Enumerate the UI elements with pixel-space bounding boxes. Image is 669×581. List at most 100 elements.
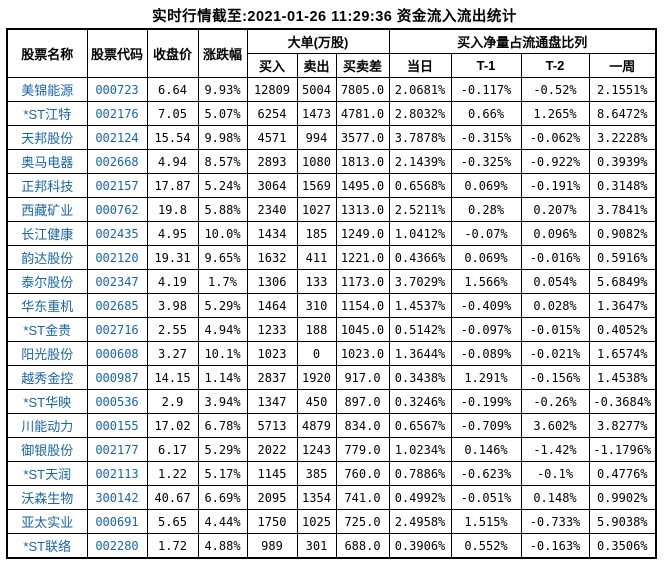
header-t-minus-1: T-1 [450,53,522,78]
cell-stock-name[interactable]: *ST江特 [6,101,88,126]
cell-ratio-t2: -0.52% [520,77,590,102]
cell-ratio-week: 0.3506% [588,533,657,559]
cell-stock-name[interactable]: 沃森生物 [6,485,88,510]
cell-change-pct: 9.65% [197,245,248,270]
cell-ratio-t2: -0.163% [520,533,590,559]
cell-stock-name[interactable]: 阳光股份 [6,341,88,366]
cell-stock-name[interactable]: 亚太实业 [6,509,88,534]
cell-stock-name[interactable]: *ST天润 [6,461,88,486]
cell-change-pct: 5.17% [197,461,248,486]
cell-ratio-t2: 1.265% [520,101,590,126]
cell-ratio-week: 8.6472% [588,101,657,126]
cell-stock-code[interactable]: 002347 [86,269,148,294]
cell-stock-code[interactable]: 002716 [86,317,148,342]
cell-ratio-week: 3.2228% [588,125,657,150]
header-t-minus-2: T-2 [520,53,590,78]
cell-ratio-today: 0.6568% [388,173,452,198]
cell-buy-sell-diff: 741.0 [335,485,390,510]
cell-ratio-t1: 0.552% [450,533,522,559]
cell-buy: 1023 [246,341,298,366]
cell-close-price: 3.98 [146,293,199,318]
cell-ratio-t1: 1.291% [450,365,522,390]
cell-stock-name[interactable]: 泰尔股份 [6,269,88,294]
header-stock-code: 股票代码 [86,28,148,78]
cell-stock-name[interactable]: 奥马电器 [6,149,88,174]
cell-ratio-t2: -0.1% [520,461,590,486]
cell-stock-name[interactable]: 川能动力 [6,413,88,438]
table-row: 越秀金控 000987 14.15 1.14% 2837 1920 917.0 0.3438%… [6,365,657,390]
cell-ratio-t2: 0.028% [520,293,590,318]
cell-stock-code[interactable]: 002435 [86,221,148,246]
cell-change-pct: 3.94% [197,389,248,414]
cell-stock-name[interactable]: 天邦股份 [6,125,88,150]
cell-stock-name[interactable]: 西藏矿业 [6,197,88,222]
cell-stock-code[interactable]: 000536 [86,389,148,414]
cell-ratio-week: 0.3939% [588,149,657,174]
cell-ratio-t2: 0.148% [520,485,590,510]
cell-close-price: 19.31 [146,245,199,270]
cell-ratio-today: 0.3906% [388,533,452,559]
cell-stock-name[interactable]: 美锦能源 [6,77,88,102]
cell-stock-code[interactable]: 002113 [86,461,148,486]
cell-change-pct: 1.14% [197,365,248,390]
cell-stock-code[interactable]: 002668 [86,149,148,174]
cell-ratio-t1: 0.28% [450,197,522,222]
table-row: 沃森生物 300142 40.67 6.69% 2095 1354 741.0 0.4992%… [6,485,657,510]
cell-stock-code[interactable]: 000691 [86,509,148,534]
cell-close-price: 14.15 [146,365,199,390]
cell-ratio-week: 5.9038% [588,509,657,534]
cell-stock-code[interactable]: 002177 [86,437,148,462]
cell-stock-name[interactable]: 越秀金控 [6,365,88,390]
table-row: 御银股份 002177 6.17 5.29% 2022 1243 779.0 1.0234% 0… [6,437,657,462]
cell-ratio-week: 3.7841% [588,197,657,222]
cell-stock-name[interactable]: *ST联络 [6,533,88,559]
cell-stock-code[interactable]: 000987 [86,365,148,390]
cell-buy: 989 [246,533,298,559]
cell-stock-code[interactable]: 000723 [86,77,148,102]
cell-stock-code[interactable]: 000155 [86,413,148,438]
cell-ratio-today: 0.4992% [388,485,452,510]
cell-stock-name[interactable]: 长江健康 [6,221,88,246]
cell-buy-sell-diff: 1813.0 [335,149,390,174]
table-header: 股票名称 股票代码 收盘价 涨跌幅 大单(万股) 买入净量占流通盘比列 买入 卖… [6,28,657,78]
table-row: *ST天润 002113 1.22 5.17% 1145 385 760.0 0.7886% -… [6,461,657,486]
cell-stock-code[interactable]: 002124 [86,125,148,150]
cell-ratio-today: 1.4537% [388,293,452,318]
cell-stock-name[interactable]: 华东重机 [6,293,88,318]
cell-change-pct: 4.88% [197,533,248,559]
header-net-buy-ratio-group: 买入净量占流通盘比列 [388,28,657,54]
table-row: 西藏矿业 000762 19.8 5.88% 2340 1027 1313.0 2.5211%… [6,197,657,222]
cell-change-pct: 5.88% [197,197,248,222]
cell-ratio-t2: -1.42% [520,437,590,462]
cell-stock-name[interactable]: *ST金贵 [6,317,88,342]
cell-ratio-today: 3.7029% [388,269,452,294]
cell-stock-code[interactable]: 002280 [86,533,148,559]
cell-stock-code[interactable]: 002157 [86,173,148,198]
cell-buy: 1750 [246,509,298,534]
cell-buy-sell-diff: 7805.0 [335,77,390,102]
cell-stock-code[interactable]: 002120 [86,245,148,270]
cell-stock-code[interactable]: 002176 [86,101,148,126]
cell-ratio-week: 0.5916% [588,245,657,270]
cell-stock-code[interactable]: 000762 [86,197,148,222]
cell-stock-code[interactable]: 002685 [86,293,148,318]
cell-ratio-t2: -0.26% [520,389,590,414]
cell-stock-code[interactable]: 300142 [86,485,148,510]
cell-ratio-t2: -0.191% [520,173,590,198]
cell-close-price: 4.19 [146,269,199,294]
cell-stock-code[interactable]: 000608 [86,341,148,366]
cell-stock-name[interactable]: 正邦科技 [6,173,88,198]
table-row: 正邦科技 002157 17.87 5.24% 3064 1569 1495.0 0.6568… [6,173,657,198]
cell-stock-name[interactable]: 韵达股份 [6,245,88,270]
cell-stock-name[interactable]: *ST华映 [6,389,88,414]
cell-ratio-t1: -0.051% [450,485,522,510]
cell-close-price: 5.65 [146,509,199,534]
stock-table-body: 美锦能源 000723 6.64 9.93% 12809 5004 7805.0 2.0681… [6,77,657,559]
cell-buy-sell-diff: 1045.0 [335,317,390,342]
cell-buy: 1347 [246,389,298,414]
header-close-price: 收盘价 [146,28,199,78]
cell-change-pct: 8.57% [197,149,248,174]
cell-buy: 1464 [246,293,298,318]
cell-stock-name[interactable]: 御银股份 [6,437,88,462]
cell-sell: 4879 [296,413,337,438]
